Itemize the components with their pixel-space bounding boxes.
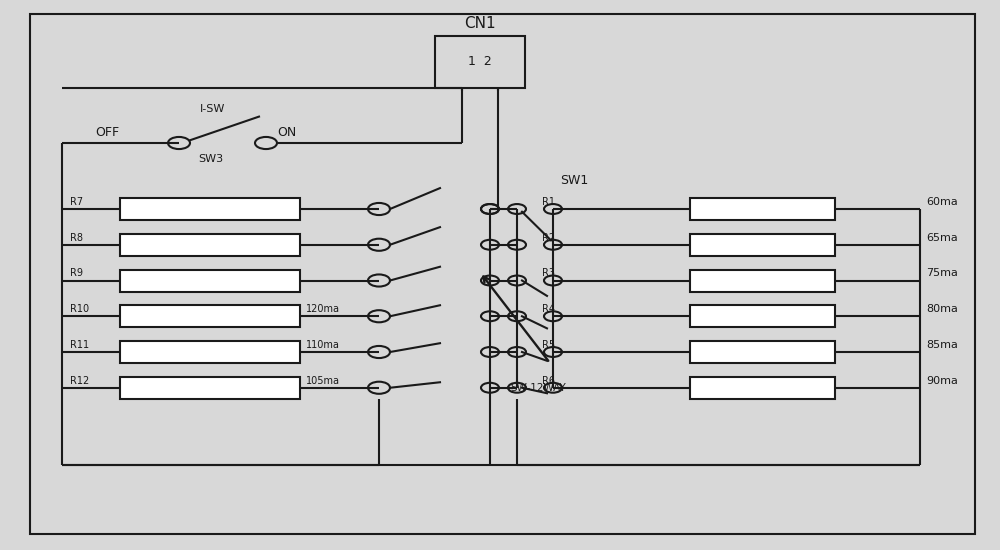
Text: 60ma: 60ma	[926, 197, 958, 207]
Bar	[690, 270, 835, 292]
Text: I-SW: I-SW	[200, 104, 225, 114]
Text: R9: R9	[70, 268, 83, 278]
Text: 80ma: 80ma	[926, 304, 958, 314]
Text: R10: R10	[70, 304, 89, 314]
Text: 65ma: 65ma	[926, 233, 958, 243]
Bar	[690, 234, 835, 256]
Bar	[690, 377, 835, 399]
Text: 90ma: 90ma	[926, 376, 958, 386]
Text: R11: R11	[70, 340, 89, 350]
Bar	[120, 341, 300, 363]
Text: R12: R12	[70, 376, 89, 386]
Text: 105ma: 105ma	[306, 376, 340, 386]
Text: R7: R7	[70, 197, 83, 207]
Bar	[690, 305, 835, 327]
Text: R4: R4	[542, 304, 555, 314]
Text: 1  2: 1 2	[468, 56, 492, 68]
Text: R1: R1	[542, 197, 555, 207]
Text: R8: R8	[70, 233, 83, 243]
Bar	[120, 234, 300, 256]
Text: OFF: OFF	[95, 125, 119, 139]
Bar	[120, 270, 300, 292]
Text: R6: R6	[542, 376, 555, 386]
Text: SW-12WAY: SW-12WAY	[510, 383, 566, 393]
Bar	[120, 377, 300, 399]
Text: CN1: CN1	[464, 16, 496, 31]
Text: 85ma: 85ma	[926, 340, 958, 350]
Bar	[120, 198, 300, 220]
Text: 110ma: 110ma	[306, 340, 340, 350]
Text: 120ma: 120ma	[306, 304, 340, 314]
Bar	[435, 36, 525, 88]
Text: 75ma: 75ma	[926, 268, 958, 278]
Text: R5: R5	[542, 340, 555, 350]
Text: R3: R3	[542, 268, 555, 278]
Text: SW1: SW1	[560, 174, 588, 187]
Bar	[690, 341, 835, 363]
Text: SW3: SW3	[198, 154, 223, 164]
Text: ON: ON	[277, 125, 296, 139]
Bar	[120, 305, 300, 327]
Text: R2: R2	[542, 233, 555, 243]
Bar	[690, 198, 835, 220]
